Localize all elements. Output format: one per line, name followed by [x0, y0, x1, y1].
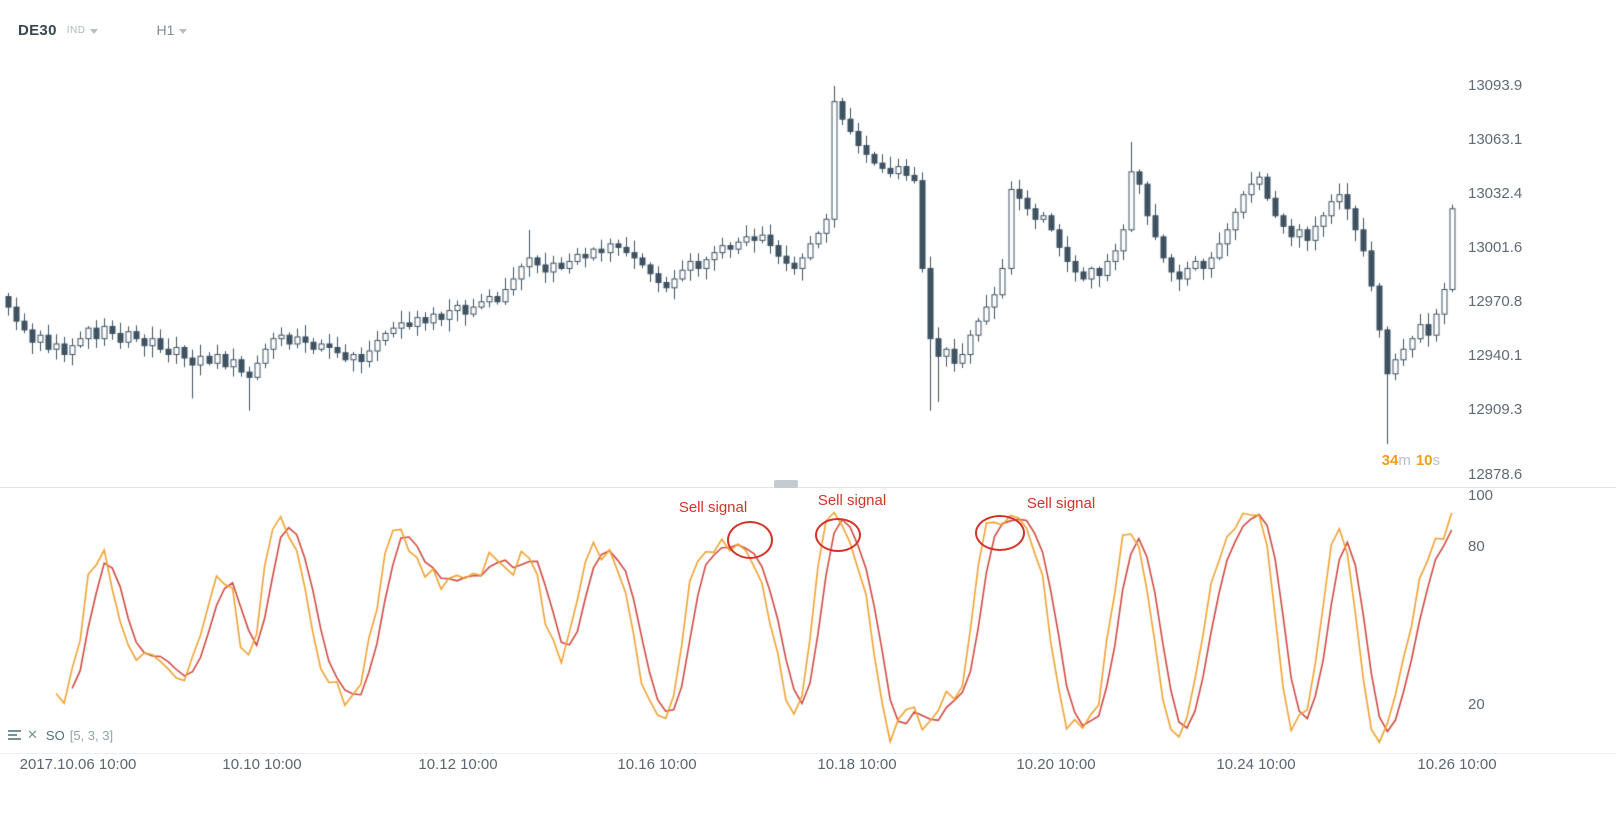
price-axis-label: 12970.8	[1468, 293, 1523, 310]
price-axis-label: 12878.6	[1468, 466, 1523, 483]
time-axis-label: 10.12 10:00	[418, 756, 498, 773]
chevron-down-icon	[179, 28, 188, 34]
time-axis-label: 10.24 10:00	[1216, 756, 1296, 773]
price-axis-label: 12940.1	[1468, 347, 1523, 364]
time-axis-label: 10.10 10:00	[222, 756, 302, 773]
timeframe-dropdown[interactable]: H1	[98, 22, 188, 38]
sell-signal-circle	[727, 521, 773, 559]
candle-countdown: 34m 10s	[1382, 452, 1440, 469]
countdown-seconds: 10	[1415, 452, 1433, 469]
time-axis-label: 10.20 10:00	[1016, 756, 1096, 773]
panel-resize-handle[interactable]	[774, 480, 798, 488]
sell-signal-label: Sell signal	[817, 492, 887, 509]
symbol-label[interactable]: DE30	[18, 21, 57, 39]
time-axis-divider	[0, 753, 1616, 754]
sell-signal-label: Sell signal	[678, 499, 748, 516]
indicator-legend: ✕ SO [5, 3, 3]	[8, 727, 113, 743]
sell-signal-circle	[975, 515, 1025, 551]
indicator-settings-icon[interactable]	[8, 729, 21, 741]
countdown-minutes: 34	[1381, 452, 1399, 469]
panel-divider[interactable]	[0, 487, 1616, 488]
instrument-type-label: IND	[66, 24, 86, 36]
time-axis-label: 10.26 10:00	[1417, 756, 1497, 773]
price-axis-label: 12909.3	[1468, 401, 1523, 418]
price-axis-label: 13063.1	[1468, 131, 1523, 148]
sell-signal-label: Sell signal	[1026, 495, 1096, 512]
countdown-seconds-unit: s	[1432, 452, 1441, 469]
price-axis-label: 13093.9	[1468, 77, 1523, 94]
chart-header: DE30 IND H1	[18, 20, 188, 40]
price-axis-label: 13032.4	[1468, 185, 1523, 202]
timeframe-label: H1	[156, 22, 175, 38]
oscillator-axis-label: 100	[1468, 487, 1494, 504]
indicator-params: [5, 3, 3]	[69, 727, 114, 743]
oscillator-axis-label: 20	[1468, 696, 1485, 713]
price-axis-label: 13001.6	[1468, 239, 1523, 256]
time-axis-label: 10.18 10:00	[817, 756, 897, 773]
instrument-type-dropdown[interactable]: IND	[57, 25, 99, 36]
time-axis-label: 2017.10.06 10:00	[19, 756, 137, 773]
indicator-close-icon[interactable]: ✕	[27, 727, 38, 742]
oscillator-axis-label: 80	[1468, 538, 1485, 555]
indicator-name: SO	[45, 727, 65, 743]
time-axis-label: 10.16 10:00	[617, 756, 697, 773]
countdown-minutes-unit: m	[1398, 452, 1411, 469]
chevron-down-icon	[90, 28, 99, 34]
sell-signal-circle	[815, 518, 861, 552]
